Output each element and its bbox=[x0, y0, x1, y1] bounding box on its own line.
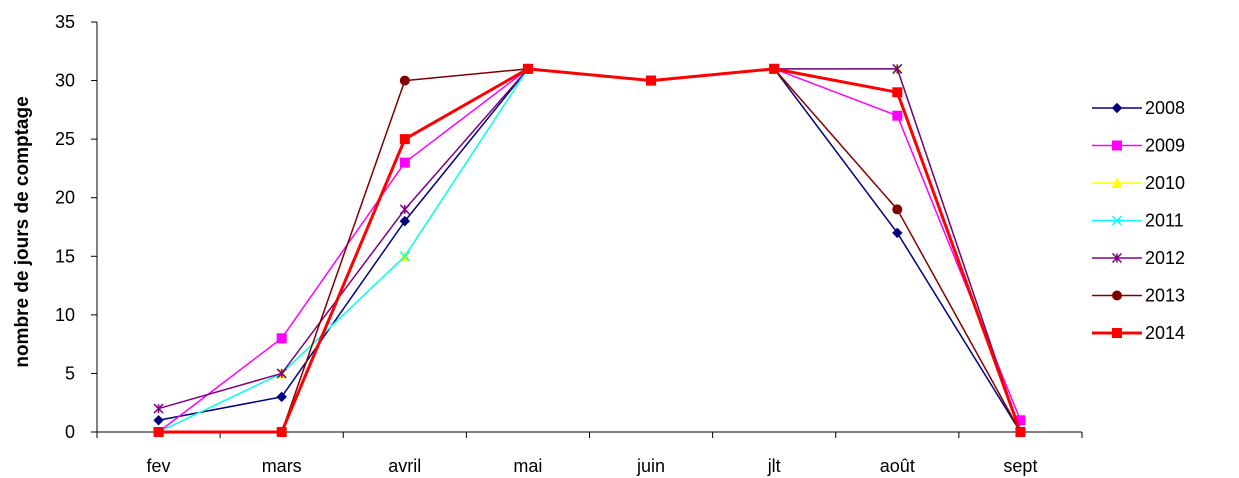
data-point bbox=[892, 110, 903, 121]
legend-label: 2010 bbox=[1145, 173, 1185, 193]
y-axis-ticks: 0 5 10 15 20 25 30 35 bbox=[55, 12, 97, 442]
x-tick-label: fev bbox=[147, 456, 171, 476]
data-point bbox=[892, 227, 903, 239]
legend-marker bbox=[1111, 215, 1123, 226]
legend-marker bbox=[1112, 140, 1122, 151]
data-point bbox=[399, 215, 411, 227]
series-line bbox=[158, 68, 1022, 433]
axes bbox=[96, 22, 1082, 433]
y-axis-label: nombre de jours de comptage bbox=[12, 96, 33, 367]
x-tick-label: mai bbox=[513, 456, 542, 476]
data-point bbox=[892, 204, 903, 215]
legend-label: 2009 bbox=[1145, 136, 1185, 156]
legend-item: 2014 bbox=[1092, 323, 1185, 343]
x-tick-label: juin bbox=[636, 456, 665, 476]
series-line bbox=[158, 68, 1022, 433]
data-point bbox=[769, 63, 780, 74]
y-tick-label: 30 bbox=[55, 71, 75, 91]
legend-label: 2008 bbox=[1145, 98, 1185, 118]
legend-marker bbox=[1112, 290, 1122, 301]
data-point bbox=[1015, 427, 1026, 437]
legend-label: 2014 bbox=[1145, 323, 1185, 343]
legend-label: 2011 bbox=[1145, 211, 1184, 231]
legend: 2008 2009 2010 2011 2012 2013 2014 bbox=[1092, 98, 1185, 343]
data-point bbox=[276, 427, 287, 437]
legend-item: 2009 bbox=[1092, 136, 1185, 156]
y-tick-label: 5 bbox=[65, 363, 75, 383]
legend-item: 2008 bbox=[1092, 98, 1185, 118]
legend-marker bbox=[1111, 102, 1123, 114]
legend-item: 2010 bbox=[1092, 173, 1185, 193]
series-line bbox=[158, 67, 1022, 434]
data-point bbox=[892, 63, 903, 74]
data-point bbox=[153, 427, 164, 437]
legend-marker bbox=[1112, 328, 1122, 338]
data-point bbox=[399, 251, 410, 262]
x-tick-label: jlt bbox=[767, 456, 781, 476]
series-line bbox=[158, 68, 1022, 433]
series-group bbox=[153, 63, 1026, 438]
data-point bbox=[892, 87, 903, 98]
legend-item: 2012 bbox=[1092, 248, 1185, 268]
data-point bbox=[399, 157, 410, 168]
legend-marker bbox=[1111, 177, 1123, 188]
data-point bbox=[399, 204, 410, 215]
data-point bbox=[276, 368, 287, 379]
series-2009 bbox=[153, 63, 1026, 437]
y-tick-label: 15 bbox=[55, 246, 75, 266]
legend-item: 2013 bbox=[1092, 286, 1185, 306]
x-tick-label: sept bbox=[1003, 456, 1037, 476]
series-line bbox=[158, 68, 1022, 433]
x-tick-label: août bbox=[880, 456, 915, 476]
y-tick-label: 0 bbox=[65, 422, 75, 442]
legend-marker bbox=[1111, 252, 1123, 264]
x-tick-label: mars bbox=[262, 456, 302, 476]
series-2014 bbox=[153, 63, 1026, 437]
legend-item: 2011 bbox=[1092, 211, 1184, 231]
y-tick-label: 25 bbox=[55, 129, 75, 149]
series-line bbox=[158, 68, 1022, 433]
data-point bbox=[522, 63, 533, 74]
y-tick-label: 20 bbox=[55, 188, 75, 208]
data-point bbox=[646, 75, 657, 86]
legend-label: 2012 bbox=[1145, 248, 1185, 268]
data-point bbox=[276, 333, 287, 344]
legend-label: 2013 bbox=[1145, 286, 1185, 306]
data-point bbox=[276, 391, 287, 403]
x-tick-label: avril bbox=[388, 456, 421, 476]
y-tick-label: 35 bbox=[55, 12, 75, 32]
y-tick-label: 10 bbox=[55, 305, 75, 325]
series-line bbox=[158, 68, 1022, 433]
data-point bbox=[399, 134, 410, 145]
x-axis-ticks: fev mars avril mai juin jlt août sept bbox=[96, 432, 1083, 476]
data-point bbox=[153, 415, 164, 426]
data-point bbox=[153, 403, 164, 414]
data-point bbox=[399, 75, 410, 86]
